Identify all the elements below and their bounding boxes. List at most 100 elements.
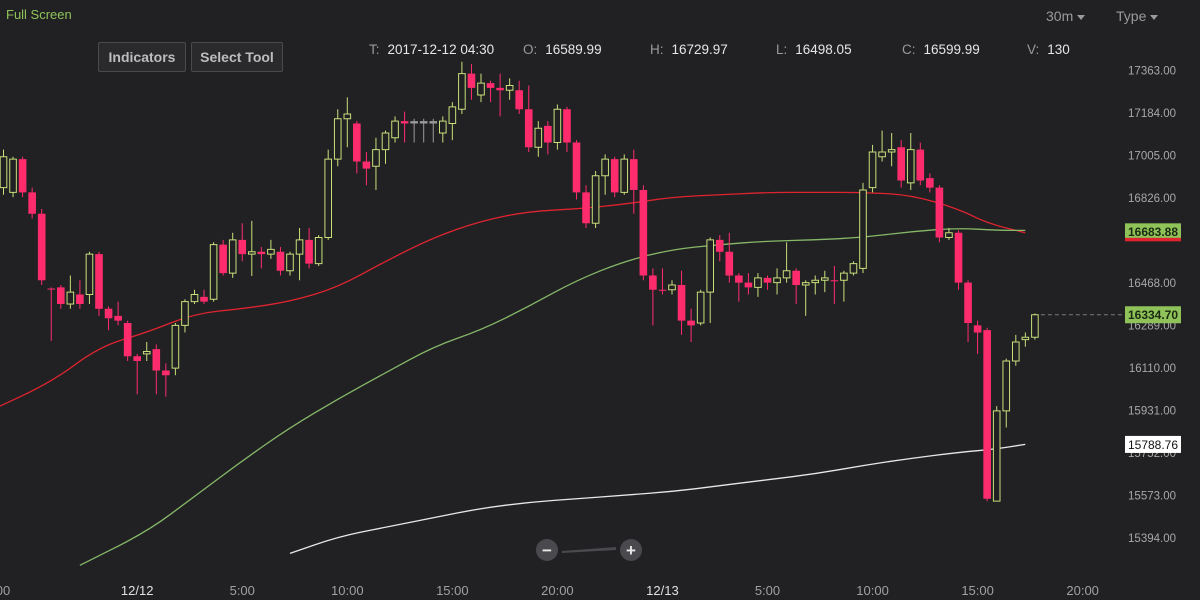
candle[interactable] [448,102,457,141]
candle[interactable] [209,242,218,302]
candle[interactable] [400,111,409,143]
indicators-button[interactable]: Indicators [98,42,186,72]
candle[interactable] [419,118,428,143]
candle[interactable] [410,118,418,143]
candle[interactable] [887,133,896,167]
candle[interactable] [353,121,361,174]
candle[interactable] [840,270,848,302]
candle[interactable] [563,106,571,152]
zoom-slider[interactable] [562,547,618,555]
candle[interactable] [248,220,256,276]
candle[interactable] [983,327,991,502]
full-screen-link[interactable]: Full Screen [6,7,72,22]
candle[interactable] [897,140,905,188]
candle[interactable] [677,270,686,335]
candle[interactable] [620,154,629,195]
candle[interactable] [181,299,189,333]
candle[interactable] [610,156,619,198]
candle[interactable] [935,185,944,243]
candle[interactable] [973,320,982,354]
candle[interactable] [391,116,399,143]
candle[interactable] [162,363,170,397]
candle[interactable] [696,289,705,326]
candle[interactable] [687,308,695,342]
candle[interactable] [763,275,772,290]
candle[interactable] [439,116,447,143]
candle[interactable] [95,251,103,316]
candle[interactable] [1021,332,1030,347]
candle[interactable] [849,261,858,276]
candle[interactable] [66,275,75,309]
candle[interactable] [754,273,762,297]
candle[interactable] [200,289,208,304]
candle[interactable] [735,273,743,302]
candle[interactable] [238,223,247,262]
candle[interactable] [467,64,476,100]
candle[interactable] [782,242,791,283]
candle[interactable] [964,280,972,342]
candle[interactable] [534,121,543,157]
candle[interactable] [926,173,934,193]
candle[interactable] [1002,358,1011,428]
candle[interactable] [257,247,266,269]
candle[interactable] [582,185,590,228]
candle[interactable] [381,130,390,164]
candle[interactable] [104,306,113,331]
candle[interactable] [544,121,552,155]
candle[interactable] [324,149,332,240]
chart-type-dropdown[interactable]: Type [1116,8,1159,24]
candle[interactable] [133,353,141,395]
candle[interactable] [47,287,56,341]
candle[interactable] [228,232,237,278]
candle[interactable] [295,228,304,281]
candle[interactable] [190,289,199,304]
candle[interactable] [591,171,600,228]
candle[interactable] [1031,313,1039,340]
candle[interactable] [171,323,180,376]
candle[interactable] [333,109,342,167]
candle[interactable] [152,344,161,395]
candle[interactable] [219,239,227,276]
select-tool-button[interactable]: Select Tool [191,42,283,72]
candle[interactable] [668,280,676,295]
candle[interactable] [372,137,380,190]
candle[interactable] [267,239,275,259]
candle[interactable] [524,85,533,153]
candle[interactable] [821,270,829,293]
candle[interactable] [9,156,17,198]
candle[interactable] [286,251,294,276]
candle[interactable] [630,149,638,214]
candle[interactable] [954,230,963,290]
candle[interactable] [553,104,562,150]
candle[interactable] [18,156,27,198]
candle[interactable] [601,154,609,195]
candle[interactable] [314,235,323,266]
candle[interactable] [85,251,94,304]
zoom-in-button[interactable]: + [620,539,642,561]
candle[interactable] [830,266,839,304]
candle[interactable] [649,268,657,326]
candle[interactable] [868,144,877,193]
candle[interactable] [1012,334,1020,366]
candle[interactable] [658,268,667,295]
candle[interactable] [496,73,504,117]
candle[interactable] [744,273,753,295]
candle[interactable] [572,140,581,200]
candle[interactable] [458,61,466,114]
candle[interactable] [792,268,800,304]
candle[interactable] [801,280,810,316]
candle[interactable] [773,268,781,295]
candle[interactable] [639,185,648,281]
candle[interactable] [76,280,84,309]
timeframe-dropdown[interactable]: 30m [1046,8,1086,24]
candle[interactable] [878,130,886,162]
candle[interactable] [906,133,915,190]
candle[interactable] [515,80,523,114]
candle[interactable] [362,152,371,186]
candle[interactable] [429,118,438,143]
candle[interactable] [916,142,925,186]
candle[interactable] [505,78,514,100]
candle[interactable] [114,301,122,326]
candle[interactable] [57,285,65,309]
